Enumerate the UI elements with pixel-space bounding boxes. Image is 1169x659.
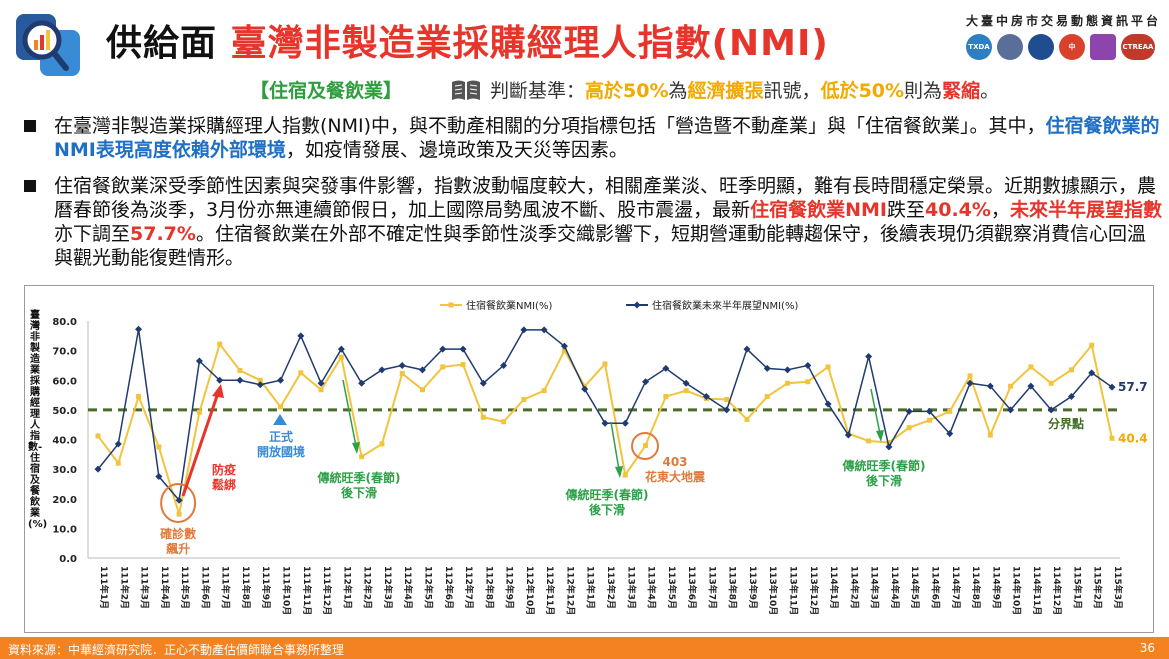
text-run: 跌至 <box>886 199 925 221</box>
criteria-text: 判斷基準：高於50%為經濟擴張訊號，低於50%則為緊縮。 <box>490 76 999 103</box>
text-run: 亦下調至 <box>54 223 131 245</box>
bullet-square-icon <box>24 120 36 132</box>
criteria-mid: 為 <box>668 80 688 102</box>
txda-logo-icon: TXDA <box>966 34 992 60</box>
criteria-prefix: 判斷基準： <box>490 80 586 102</box>
partner-logo-icon <box>1090 34 1116 60</box>
partner-logos: TXDA 中 CTREAA <box>966 34 1155 60</box>
subtitle-row: 【住宿及餐飲業】 判斷基準：高於50%為經濟擴張訊號，低於50%則為緊縮。 <box>250 76 999 103</box>
highlight-text: 未來半年展望指數 <box>1009 199 1162 221</box>
bullet-1: 在臺灣非製造業採購經理人指數(NMI)中，與不動產相關的分項指標包括「營造暨不動… <box>24 114 1164 162</box>
page-title: 供給面 臺灣非製造業採購經理人指數(NMI) <box>106 14 829 66</box>
criteria-mid: 則為 <box>904 80 943 102</box>
page-number: 36 <box>1139 641 1155 655</box>
bullet-square-icon <box>24 180 36 192</box>
criteria-low: 低於50% <box>820 80 905 102</box>
source-note: 資料來源：中華經濟研究院．正心不動產估價師聯合事務所整理 <box>8 643 345 657</box>
partner-logo-icon <box>997 34 1023 60</box>
text-run: 住宿餐飲業深受季節性因素與突發事件影響，指數波動幅度較大，相關產業淡、旺季明顯，… <box>54 175 1157 221</box>
highlight-text: 40.4% <box>925 199 991 221</box>
highlight-text: 住宿餐飲業NMI <box>750 199 887 221</box>
text-run: ，如疫情發展、邊境政策及天災等因素。 <box>285 139 628 161</box>
bullet-2: 住宿餐飲業深受季節性因素與突發事件影響，指數波動幅度較大，相關產業淡、旺季明顯，… <box>24 174 1164 270</box>
criteria-end: 。 <box>980 80 1000 102</box>
text-run: ， <box>990 199 1010 221</box>
highlight-text: 57.7% <box>130 223 196 245</box>
criteria-contraction: 緊縮 <box>942 80 981 102</box>
platform-logo-icon <box>10 10 88 80</box>
title-main: 臺灣非製造業採購經理人指數(NMI) <box>230 23 829 64</box>
title-prefix: 供給面 <box>106 23 218 64</box>
partner-logo-icon: 中 <box>1059 34 1085 60</box>
criteria-mid: 訊號， <box>763 80 821 102</box>
criteria-expansion: 經濟擴張 <box>687 80 764 102</box>
y-axis-label: 臺灣非製造業採購經理人指數-住宿及餐飲業(%) <box>28 310 48 530</box>
org-name: 大臺中房市交易動態資訊平台 <box>966 14 1162 28</box>
chart-frame <box>24 285 1154 633</box>
partner-logo-icon <box>1028 34 1054 60</box>
bullet-text: 住宿餐飲業深受季節性因素與突發事件影響，指數波動幅度較大，相關產業淡、旺季明顯，… <box>54 174 1164 270</box>
criteria-high: 高於50% <box>585 80 669 102</box>
text-run: 在臺灣非製造業採購經理人指數(NMI)中，與不動產相關的分項指標包括「營造暨不動… <box>54 115 1046 137</box>
footer-bar: 資料來源：中華經濟研究院．正心不動產估價師聯合事務所整理 36 <box>0 637 1169 659</box>
ctreaa-logo-icon: CTREAA <box>1121 34 1155 60</box>
bullet-text: 在臺灣非製造業採購經理人指數(NMI)中，與不動產相關的分項指標包括「營造暨不動… <box>54 114 1164 162</box>
book-icon <box>452 80 481 100</box>
sector-label: 【住宿及餐飲業】 <box>250 80 403 102</box>
text-run: 。住宿餐飲業在外部不確定性與季節性淡季交織影響下，短期營運動能轉趨保守，後續表現… <box>54 223 1146 269</box>
highlight-text: 住宿餐飲業的NMI表現高度依賴外部環境 <box>54 115 1160 161</box>
